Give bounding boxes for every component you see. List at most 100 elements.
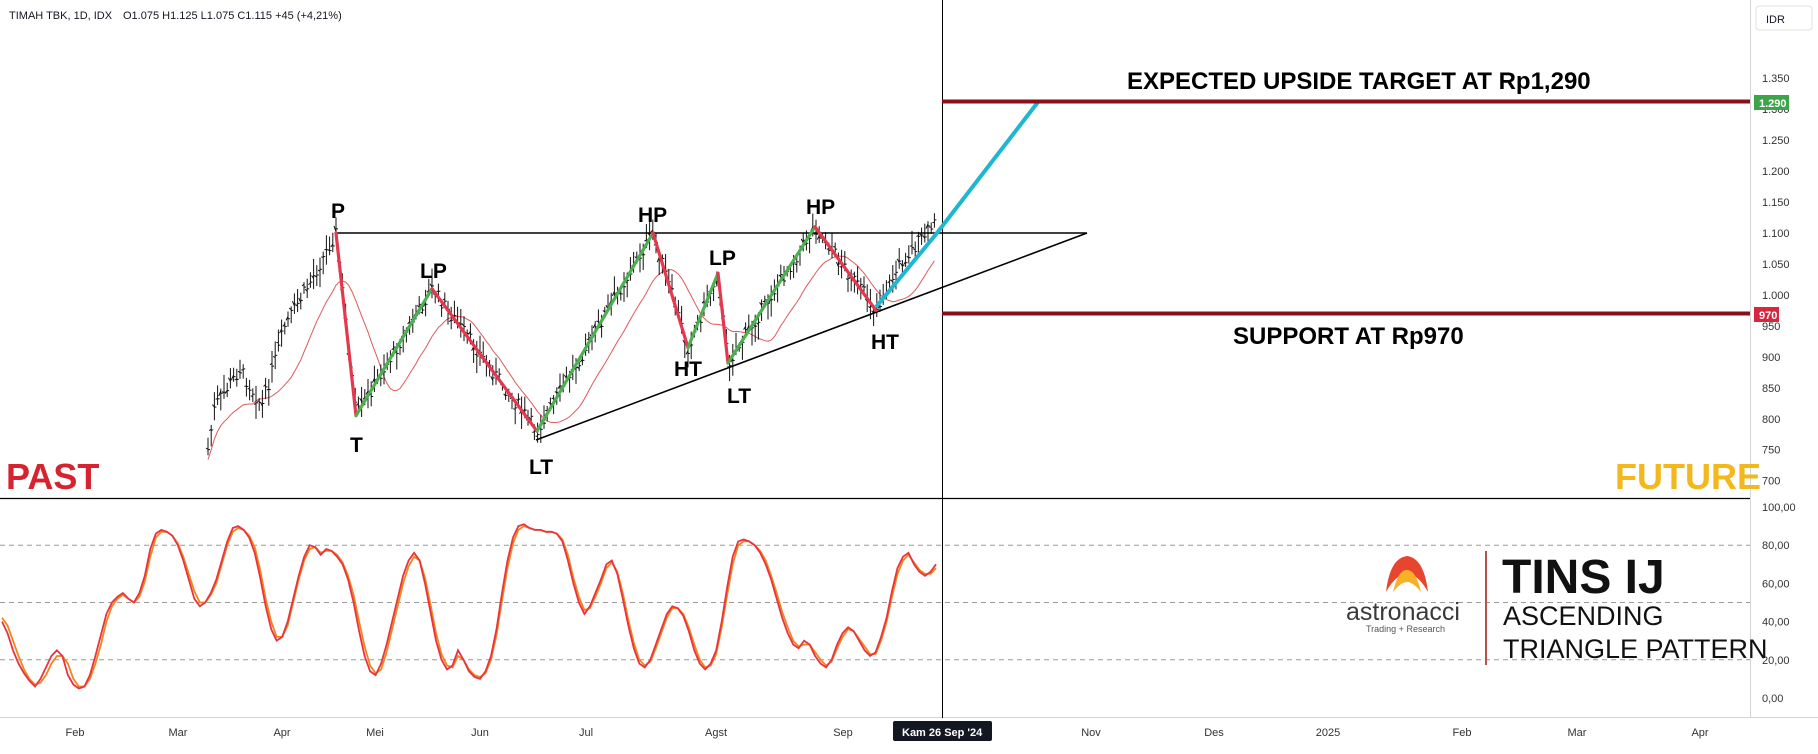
price-bar-open [269, 362, 273, 366]
price-bar-open [563, 374, 567, 379]
price-tick-label: 1.250 [1762, 135, 1790, 147]
price-bar-open [682, 339, 686, 344]
price-bar-open [317, 269, 321, 272]
price-bar-open [359, 398, 363, 402]
price-bar-open [429, 283, 433, 288]
price-bar-open [257, 400, 260, 403]
time-axis-label: Des [1204, 727, 1224, 739]
price-bar-open [327, 249, 330, 251]
price-bar-open [877, 305, 881, 309]
astronacci-logo [1386, 556, 1428, 592]
stochastic-tick-label: 100,00 [1762, 502, 1796, 514]
price-bar-open [279, 328, 283, 334]
time-axis-label: Mar [1568, 727, 1587, 739]
price-bar-open [330, 243, 334, 248]
price-bar-open [611, 291, 615, 297]
price-bar-open [759, 302, 763, 306]
pivot-label-lp-1: LP [420, 260, 447, 283]
price-bar-open [919, 233, 922, 237]
price-bar-open [407, 321, 410, 325]
price-bar-open [554, 391, 558, 394]
brand-tagline: Trading + Research [1366, 624, 1445, 634]
price-bar-open [266, 388, 269, 391]
stochastic-axis: 100,00 80,00 60,00 40,00 20,00 0,00 [1762, 502, 1796, 705]
price-bar-open [231, 374, 235, 380]
price-bar-open [208, 429, 212, 431]
price-bar-open [794, 263, 797, 266]
time-axis-label: Mar [169, 727, 188, 739]
price-bar-open [304, 288, 308, 292]
symbol-info: TIMAH TBK, 1D, IDX [9, 10, 113, 22]
price-bar-open [839, 266, 842, 268]
price-bar-open [909, 245, 913, 247]
time-axis-label: Agst [705, 727, 727, 739]
price-bar-open [592, 323, 596, 329]
price-tick-label: 1.050 [1762, 259, 1790, 271]
price-bar-open [826, 247, 830, 251]
time-axis-label: Apr [1691, 727, 1708, 739]
price-bar-open [899, 262, 903, 267]
current-date-tag [893, 721, 992, 741]
time-axis-label: 2025 [1316, 727, 1340, 739]
price-bar-open [685, 350, 689, 355]
price-bar-open [301, 283, 305, 287]
price-bar-open [602, 310, 606, 313]
price-bar-open [557, 385, 561, 389]
price-bar-open [295, 304, 298, 307]
price-bar-open [922, 235, 926, 239]
price-bar-open [259, 401, 263, 407]
price-bar-open [916, 235, 919, 237]
price-bar-open [253, 403, 257, 405]
price-bar-open [887, 280, 890, 284]
price-bar-open [816, 235, 820, 240]
price-bar-open [650, 229, 654, 233]
price-bar-open [314, 275, 317, 278]
price-bar-open [778, 274, 782, 277]
price-tick-label: 950 [1762, 321, 1780, 333]
price-bar-open [227, 377, 231, 382]
price-bar-open [746, 325, 750, 331]
price-bar-open [272, 355, 276, 358]
moving-average-line [207, 255, 935, 460]
time-axis-label: Jun [471, 727, 489, 739]
price-bar-open [893, 273, 897, 276]
price-bar-open [701, 300, 705, 304]
price-tick-label: 900 [1762, 352, 1780, 364]
swing-leg-down [334, 231, 358, 418]
price-bar-open [912, 248, 916, 251]
target-price-tag [1754, 95, 1789, 110]
price-tick-label: 1.200 [1762, 166, 1790, 178]
stochastic-k-line [1, 523, 937, 690]
price-bar-open [503, 393, 506, 397]
stochastic-tick-label: 80,00 [1762, 540, 1790, 552]
price-tick-label: 700 [1762, 476, 1780, 488]
price-bar-open [218, 390, 222, 397]
price-bar-open [237, 370, 241, 373]
stochastic-tick-label: 20,00 [1762, 655, 1790, 667]
currency-button[interactable]: IDR [1755, 5, 1813, 31]
price-bar-open [291, 300, 295, 306]
price-bar-open [426, 290, 430, 293]
price-bar-open [365, 390, 369, 395]
ascending-support-line [535, 232, 1088, 441]
price-bar-open [743, 326, 747, 330]
time-axis-label: Apr [273, 727, 290, 739]
price-bar-open [288, 307, 292, 311]
swing-legs [334, 225, 878, 433]
price-bar-open [321, 256, 324, 258]
price-bar-open [608, 300, 612, 305]
pivot-label-lp-2: LP [709, 247, 736, 270]
pattern-line-2: TRIANGLE PATTERN [1503, 634, 1768, 664]
price-bar-open [420, 311, 423, 314]
price-bar-open [833, 246, 836, 248]
price-bar-open [835, 261, 839, 267]
price-tick-label: 1.150 [1762, 197, 1790, 209]
time-axis-label: Feb [1453, 727, 1472, 739]
price-bar-open [362, 397, 366, 400]
stochastic-tick-label: 60,00 [1762, 578, 1790, 590]
price-bar-open [263, 384, 266, 387]
price-bar-open [868, 306, 871, 309]
price-bar-open [285, 316, 289, 321]
